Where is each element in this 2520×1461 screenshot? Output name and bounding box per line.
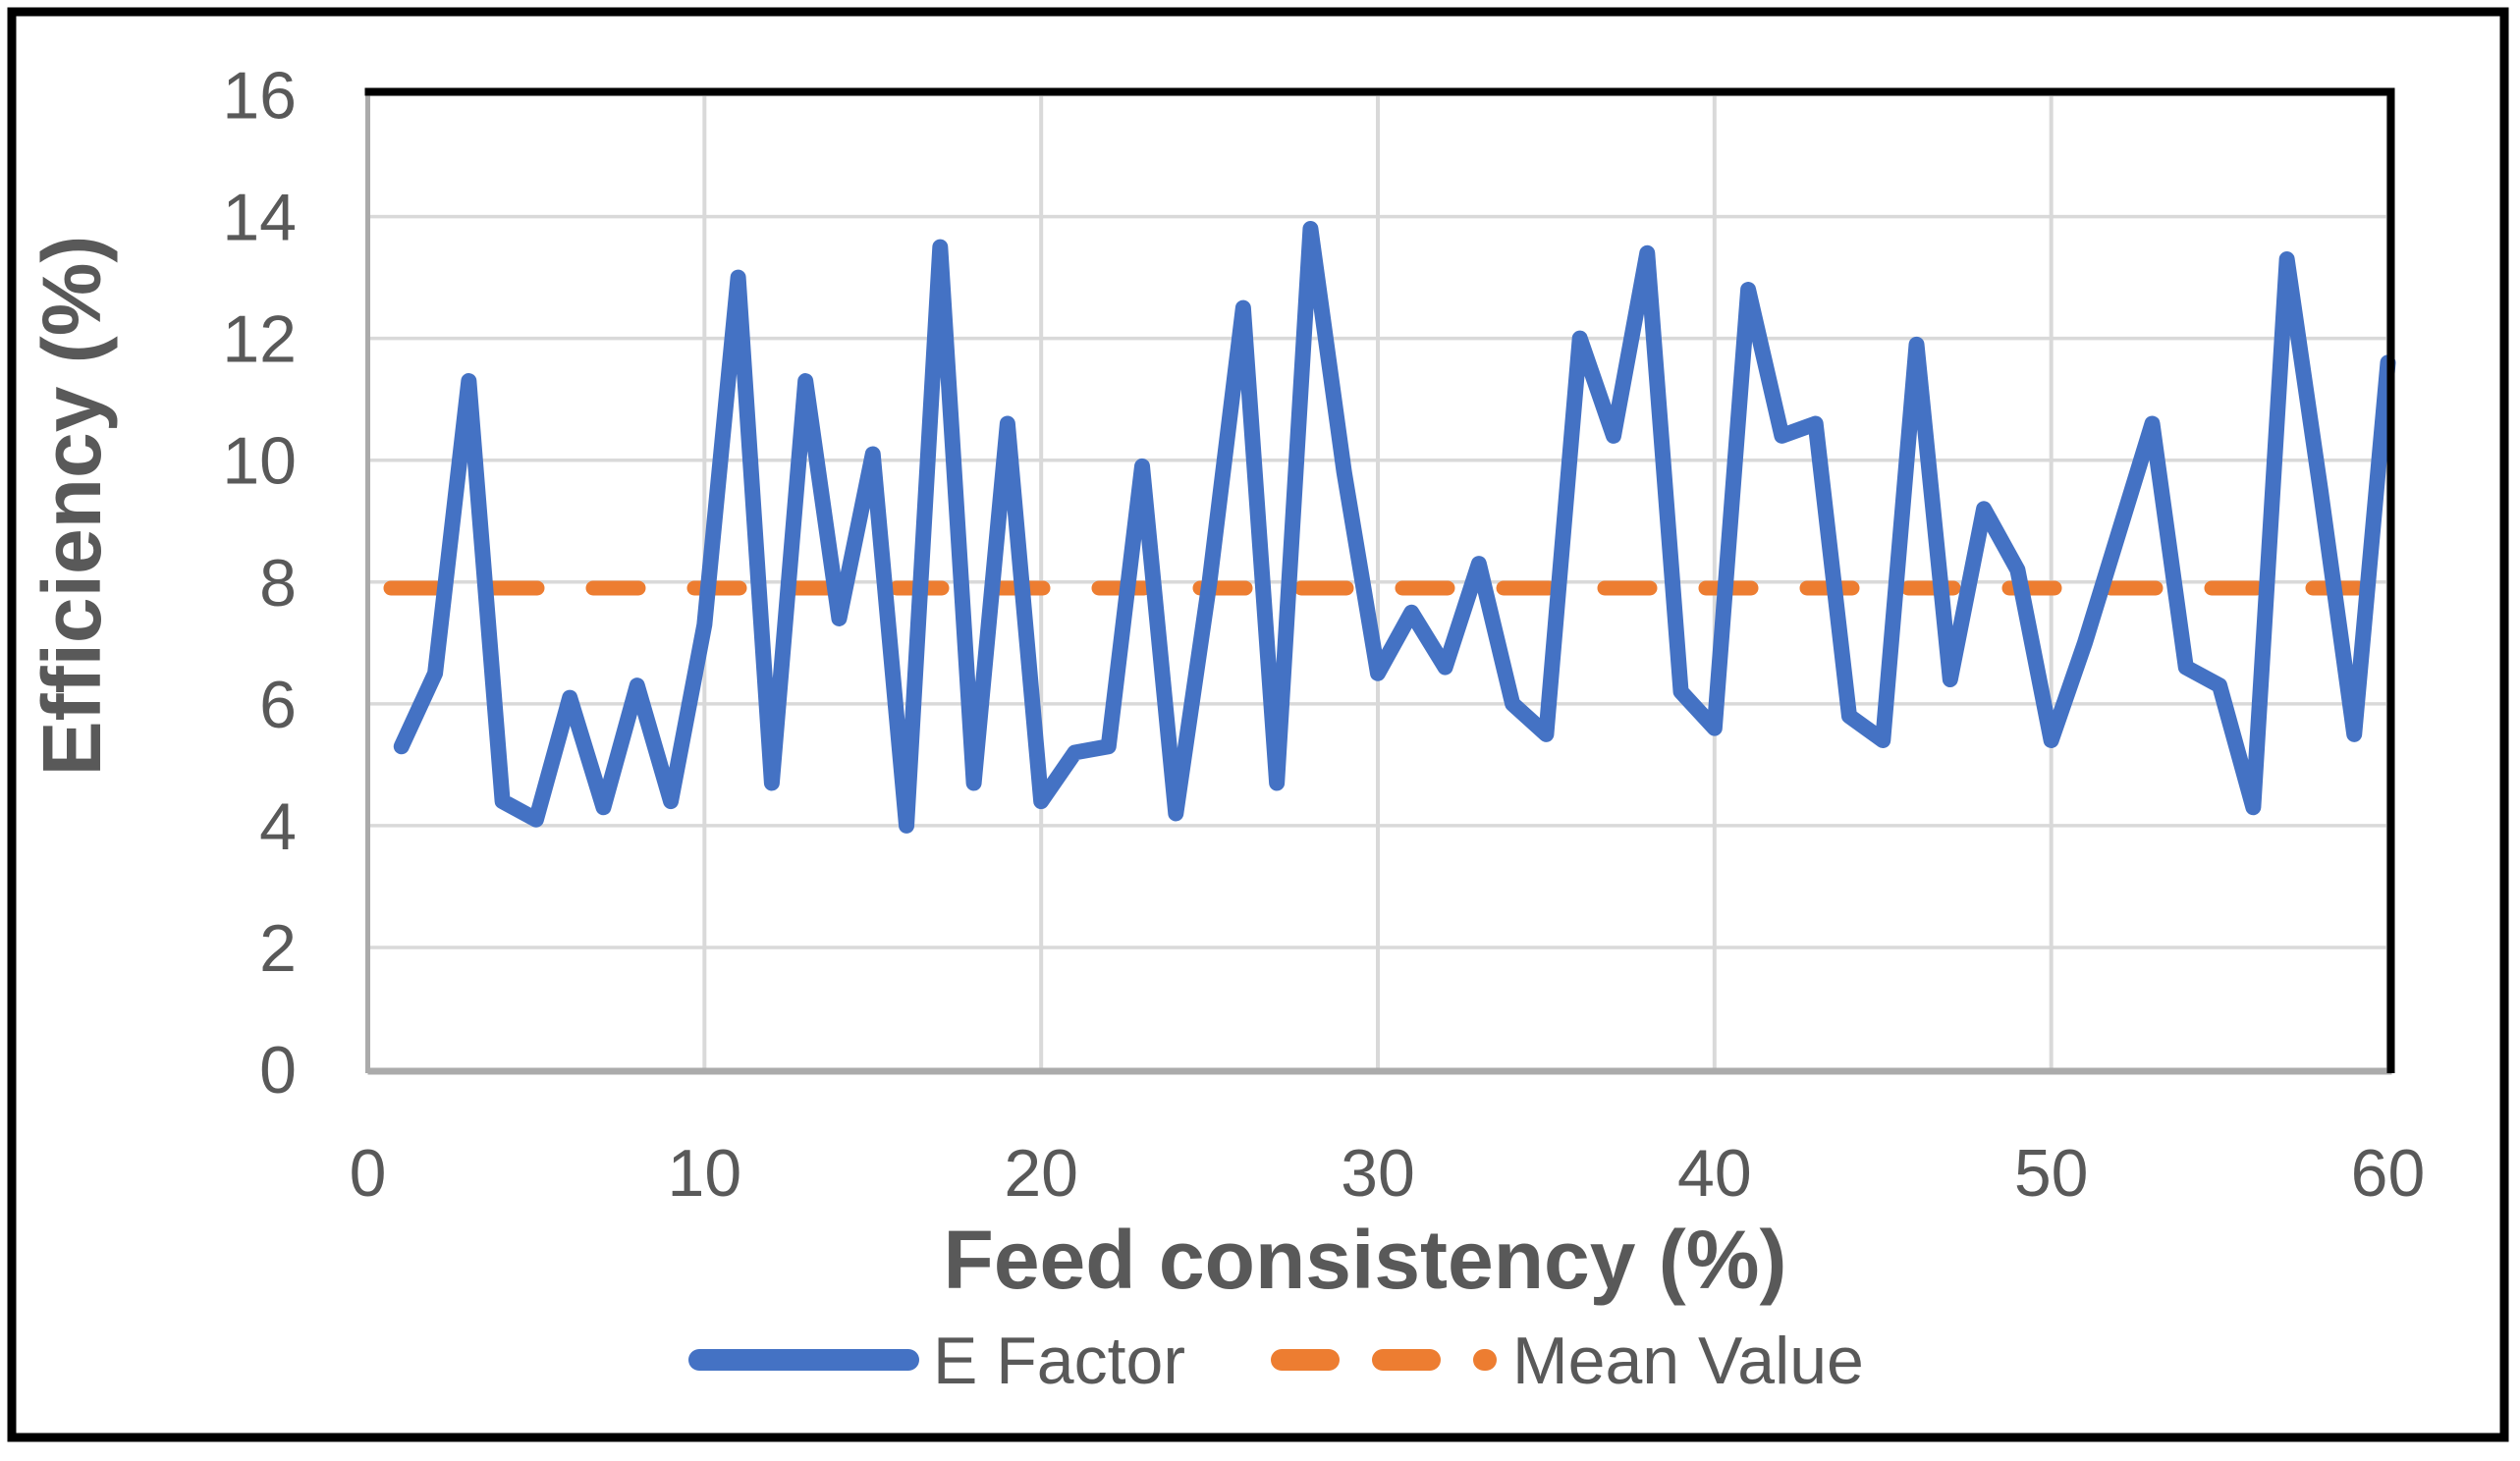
x-tick-label: 60: [2351, 1136, 2426, 1211]
y-tick-label: 10: [222, 424, 297, 499]
gridlines: [367, 92, 2390, 1069]
e-factor-line: [393, 220, 2396, 834]
x-axis-title: Feed consistency (%): [944, 1214, 1787, 1306]
mean-value-legend-label: Mean Value: [1512, 1324, 1864, 1398]
y-tick-label: 12: [222, 302, 297, 377]
y-tick-label: 2: [259, 911, 297, 986]
x-tick-label: 10: [668, 1136, 742, 1211]
x-tick-label: 30: [1341, 1136, 1415, 1211]
x-tick-label: 20: [1004, 1136, 1078, 1211]
mean-dash-swatch: [1372, 1349, 1441, 1371]
x-tick-label: 0: [350, 1136, 387, 1211]
x-tick-label: 40: [1677, 1136, 1752, 1211]
e-factor-legend-label: E Factor: [933, 1324, 1185, 1398]
legend: E Factor Mean Value: [688, 1324, 1864, 1398]
y-tick-label: 0: [259, 1033, 297, 1108]
y-tick-label: 14: [222, 181, 297, 255]
y-tick-label: 16: [222, 59, 297, 134]
y-axis-tick-labels: 0 2 4 6 8 10 12 14 16: [222, 59, 297, 1109]
y-tick-label: 8: [259, 546, 297, 621]
y-tick-label: 4: [259, 789, 297, 864]
legend-item-mean-value: Mean Value: [1271, 1324, 1864, 1398]
figure-border: [7, 7, 2509, 1442]
x-axis-tick-labels: 0 10 20 30 40 50 60: [350, 1136, 2426, 1211]
mean-dash-swatch: [1271, 1349, 1340, 1371]
y-axis-title: Efficiency (%): [26, 236, 118, 777]
e-factor-polyline: [393, 220, 2396, 834]
x-tick-label: 50: [2014, 1136, 2089, 1211]
mean-dot-swatch: [1473, 1349, 1497, 1371]
legend-item-e-factor: E Factor: [688, 1324, 1185, 1398]
axes: [364, 87, 2395, 1075]
y-tick-label: 6: [259, 668, 297, 742]
